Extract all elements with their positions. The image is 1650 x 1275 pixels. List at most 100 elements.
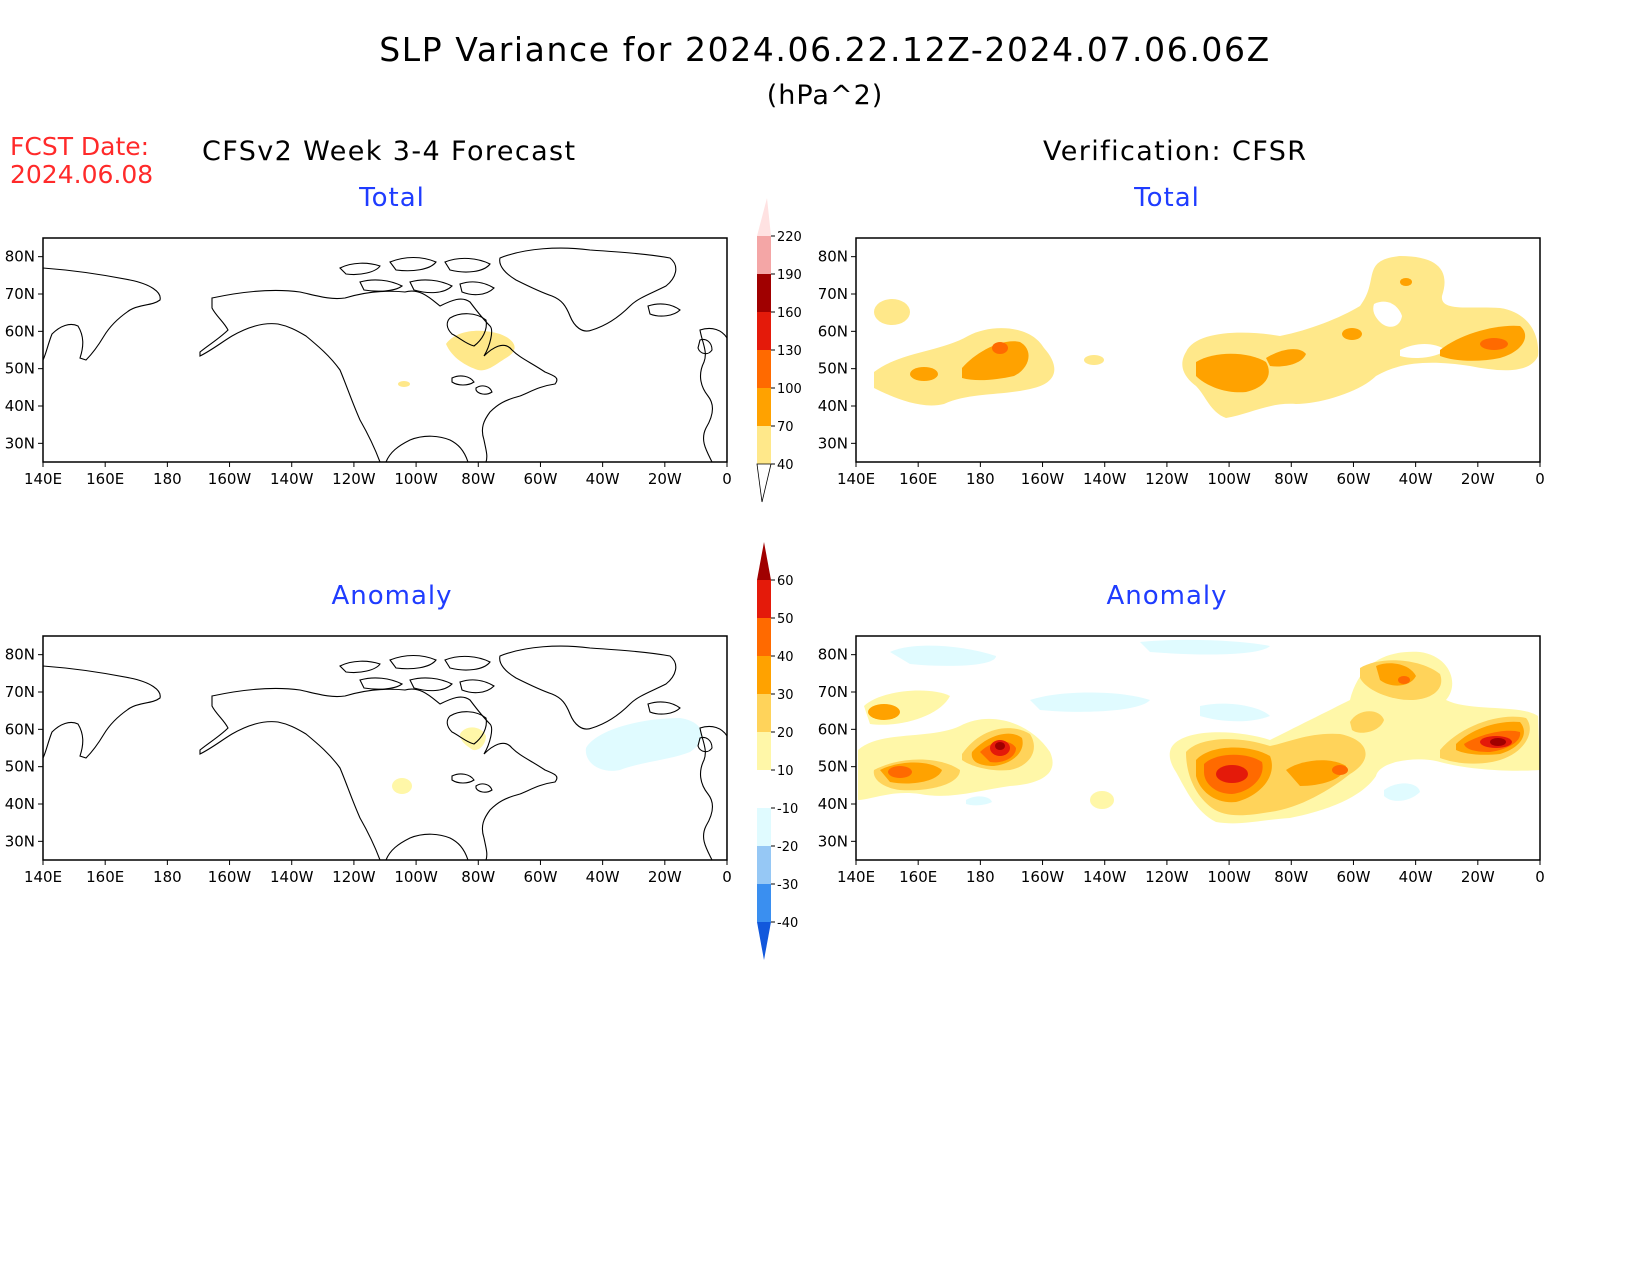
total-colorbar-label: 220 — [777, 230, 802, 245]
verification-anomaly-lon-label: 120W — [1145, 868, 1189, 886]
anomaly-colorbar-label: 20 — [777, 726, 794, 741]
total-colorbar-label: 190 — [777, 268, 802, 283]
forecast-total-lon-label: 180 — [153, 470, 182, 488]
verification-anomaly-map — [856, 636, 1540, 860]
total-colorbar-box — [757, 388, 771, 426]
forecast-anomaly-lon-label: 120W — [332, 868, 376, 886]
total-colorbar-box — [757, 350, 771, 388]
verification-anomaly-lon-label: 140W — [1083, 868, 1127, 886]
verification-total-lat-label: 50N — [818, 360, 848, 378]
anomaly-colorbar-label: 50 — [777, 612, 794, 627]
forecast-anomaly-lat-label: 50N — [5, 758, 35, 776]
anomaly-colorbar-box — [757, 694, 771, 732]
anomaly-colorbar-box — [757, 580, 771, 618]
verification-column-heading: Verification: CFSR — [1043, 136, 1308, 167]
forecast-total-lon-label: 0 — [722, 470, 732, 488]
verification-total-lon-label: 60W — [1336, 470, 1370, 488]
anomaly-colorbar-label: -30 — [777, 878, 798, 893]
forecast-total-lat-label: 50N — [5, 360, 35, 378]
verification-anomaly-lon-label: 140E — [837, 868, 875, 886]
verification-anomaly-frame — [855, 635, 1541, 861]
verification-total-lon-label: 80W — [1274, 470, 1308, 488]
anomaly-colorbar-label: -10 — [777, 802, 798, 817]
verification-total-lat-label: 60N — [818, 322, 848, 340]
total-colorbar-label: 130 — [777, 344, 802, 359]
forecast-total-lon-label: 160W — [208, 470, 252, 488]
verification-anomaly-lat-label: 70N — [818, 683, 848, 701]
forecast-total-lon-label: 140W — [270, 470, 314, 488]
forecast-column-heading: CFSv2 Week 3-4 Forecast — [202, 136, 577, 167]
forecast-anomaly-lon-label: 60W — [523, 868, 557, 886]
forecast-total-lat-label: 30N — [5, 434, 35, 452]
anomaly-colorbar-label: 30 — [777, 688, 794, 703]
total-colorbar-label: 100 — [777, 382, 802, 397]
verification-total-lon-label: 40W — [1399, 470, 1433, 488]
anomaly-colorbar-box — [757, 846, 771, 884]
total-colorbar-label: 40 — [777, 458, 794, 473]
forecast-anomaly-frame — [42, 635, 728, 861]
forecast-total-lat-label: 40N — [5, 397, 35, 415]
forecast-total-lon-label: 60W — [523, 470, 557, 488]
forecast-total-lon-label: 120W — [332, 470, 376, 488]
forecast-anomaly-lon-label: 80W — [461, 868, 495, 886]
forecast-anomaly-lon-label: 140W — [270, 868, 314, 886]
verification-total-lon-label: 140W — [1083, 470, 1127, 488]
verification-anomaly-lon-label: 20W — [1461, 868, 1495, 886]
forecast-anomaly-lon-label: 0 — [722, 868, 732, 886]
forecast-total-lon-label: 140E — [24, 470, 62, 488]
forecast-total-lon-label: 80W — [461, 470, 495, 488]
verification-total-map — [856, 238, 1540, 462]
anomaly-colorbar-top-triangle — [757, 542, 771, 580]
verification-anomaly-lon-label: 180 — [966, 868, 995, 886]
forecast-total-lon-label: 20W — [648, 470, 682, 488]
forecast-total-title: Total — [359, 183, 425, 213]
verification-total-lat-label: 80N — [818, 248, 848, 266]
total-colorbar-box — [757, 312, 771, 350]
anomaly-colorbar-box — [757, 770, 771, 808]
chart-title: SLP Variance for 2024.06.22.12Z-2024.07.… — [379, 30, 1271, 69]
forecast-total-lon-label: 160E — [86, 470, 124, 488]
total-colorbar-box — [757, 426, 771, 464]
total-colorbar-box — [757, 274, 771, 312]
forecast-anomaly-lon-label: 160E — [86, 868, 124, 886]
verification-anomaly-lon-label: 160W — [1021, 868, 1065, 886]
anomaly-colorbar-bottom-triangle — [757, 922, 771, 960]
forecast-total-frame — [42, 237, 728, 463]
forecast-anomaly-lat-label: 30N — [5, 832, 35, 850]
fcst-date-label: FCST Date: — [10, 132, 150, 161]
total-colorbar-box — [757, 236, 771, 274]
anomaly-colorbar-box — [757, 656, 771, 694]
total-colorbar-bottom-triangle — [756, 463, 772, 503]
forecast-anomaly-lon-label: 180 — [153, 868, 182, 886]
forecast-total-map — [43, 238, 727, 462]
verification-total-lat-label: 30N — [818, 434, 848, 452]
verification-total-lon-label: 180 — [966, 470, 995, 488]
anomaly-colorbar-label: -40 — [777, 916, 798, 931]
verification-anomaly-lon-label: 100W — [1207, 868, 1251, 886]
verification-anomaly-lat-label: 40N — [818, 795, 848, 813]
verification-total-lon-label: 120W — [1145, 470, 1189, 488]
total-colorbar-label: 70 — [777, 420, 794, 435]
verification-anomaly-lon-label: 60W — [1336, 868, 1370, 886]
forecast-total-lat-label: 70N — [5, 285, 35, 303]
verification-anomaly-lon-label: 160E — [899, 868, 937, 886]
verification-anomaly-title: Anomaly — [1106, 581, 1228, 611]
verification-total-lat-label: 40N — [818, 397, 848, 415]
forecast-total-lon-label: 100W — [394, 470, 438, 488]
verification-total-lon-label: 100W — [1207, 470, 1251, 488]
forecast-total-lat-label: 80N — [5, 248, 35, 266]
forecast-anomaly-title: Anomaly — [331, 581, 453, 611]
forecast-anomaly-lat-label: 70N — [5, 683, 35, 701]
verification-total-lon-label: 0 — [1535, 470, 1545, 488]
anomaly-colorbar-box — [757, 884, 771, 922]
anomaly-colorbar-box — [757, 732, 771, 770]
verification-total-frame — [855, 237, 1541, 463]
verification-total-lon-label: 140E — [837, 470, 875, 488]
verification-anomaly-lon-label: 80W — [1274, 868, 1308, 886]
total-colorbar-top-triangle — [757, 198, 771, 236]
fcst-date-value: 2024.06.08 — [10, 160, 154, 189]
anomaly-colorbar-box — [757, 618, 771, 656]
verification-anomaly-lat-label: 30N — [818, 832, 848, 850]
verification-anomaly-lat-label: 60N — [818, 720, 848, 738]
verification-total-lon-label: 160E — [899, 470, 937, 488]
